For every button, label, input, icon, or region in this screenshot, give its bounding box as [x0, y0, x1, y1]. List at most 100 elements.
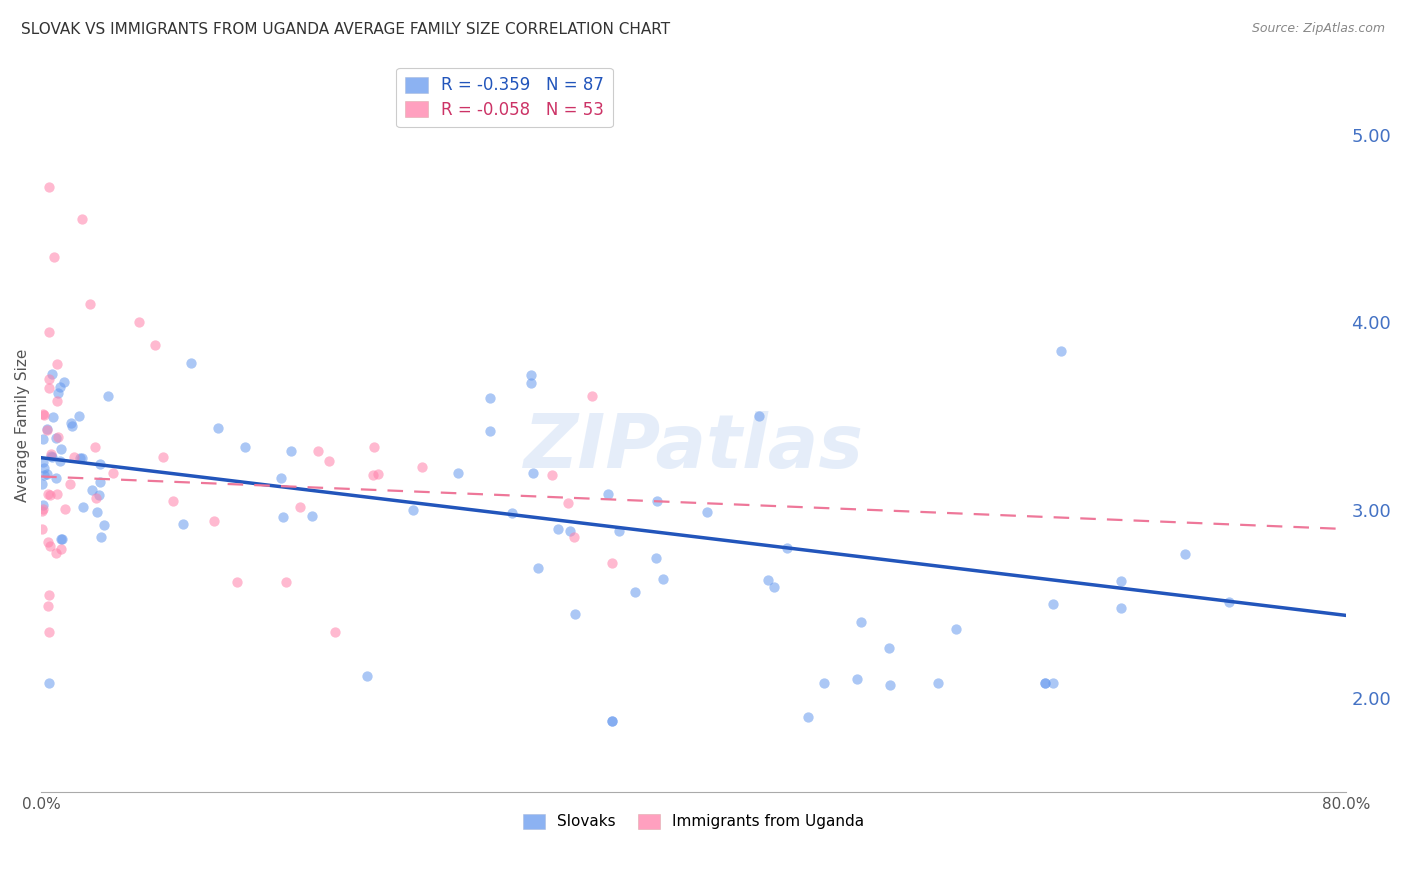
- Point: [31, 522, 53, 536]
- Point: [32, 501, 55, 516]
- Point: [46, 357, 69, 371]
- Point: [270, 471, 292, 485]
- Point: [879, 678, 901, 692]
- Text: Source: ZipAtlas.com: Source: ZipAtlas.com: [1251, 22, 1385, 36]
- Point: [367, 467, 389, 481]
- Point: [46, 430, 69, 444]
- Point: [38, 325, 60, 339]
- Point: [60, 416, 83, 430]
- Point: [53, 501, 76, 516]
- Point: [527, 561, 550, 575]
- Point: [845, 673, 868, 687]
- Point: [877, 641, 900, 656]
- Point: [46, 394, 69, 409]
- Point: [696, 505, 718, 519]
- Point: [927, 676, 949, 690]
- Point: [143, 338, 166, 352]
- Point: [69, 450, 91, 465]
- Point: [97, 389, 120, 403]
- Point: [84, 440, 107, 454]
- Point: [280, 444, 302, 458]
- Point: [600, 714, 623, 728]
- Point: [38, 381, 60, 395]
- Point: [152, 450, 174, 464]
- Point: [1218, 595, 1240, 609]
- Point: [797, 710, 820, 724]
- Point: [31, 498, 53, 512]
- Point: [363, 440, 385, 454]
- Point: [79, 296, 101, 310]
- Point: [1174, 547, 1197, 561]
- Point: [31, 455, 53, 469]
- Point: [1042, 597, 1064, 611]
- Point: [402, 502, 425, 516]
- Point: [301, 508, 323, 523]
- Point: [557, 496, 579, 510]
- Point: [41, 450, 63, 464]
- Point: [38, 588, 60, 602]
- Point: [86, 505, 108, 519]
- Text: ZIPatlas: ZIPatlas: [524, 411, 863, 484]
- Point: [90, 530, 112, 544]
- Point: [31, 477, 53, 491]
- Point: [38, 676, 60, 690]
- Point: [62, 450, 84, 465]
- Point: [41, 367, 63, 381]
- Point: [49, 453, 72, 467]
- Point: [645, 493, 668, 508]
- Point: [59, 476, 82, 491]
- Point: [87, 488, 110, 502]
- Point: [45, 471, 67, 485]
- Point: [162, 493, 184, 508]
- Point: [62, 419, 84, 434]
- Point: [501, 506, 523, 520]
- Point: [72, 500, 94, 514]
- Point: [600, 714, 623, 728]
- Point: [598, 487, 620, 501]
- Point: [32, 461, 55, 475]
- Point: [290, 500, 312, 514]
- Point: [37, 487, 59, 501]
- Point: [564, 607, 586, 621]
- Point: [45, 546, 67, 560]
- Point: [46, 386, 69, 401]
- Point: [644, 551, 666, 566]
- Point: [180, 356, 202, 370]
- Point: [42, 409, 65, 424]
- Point: [600, 556, 623, 570]
- Point: [762, 580, 785, 594]
- Point: [519, 368, 541, 382]
- Point: [93, 518, 115, 533]
- Point: [172, 517, 194, 532]
- Point: [44, 250, 66, 264]
- Point: [235, 440, 257, 454]
- Point: [756, 573, 779, 587]
- Point: [1033, 676, 1056, 690]
- Point: [67, 409, 90, 423]
- Point: [323, 625, 346, 640]
- Point: [39, 487, 62, 501]
- Point: [558, 524, 581, 539]
- Point: [49, 532, 72, 546]
- Point: [541, 467, 564, 482]
- Point: [86, 491, 108, 506]
- Point: [1109, 601, 1132, 615]
- Point: [49, 542, 72, 557]
- Point: [38, 180, 60, 194]
- Point: [35, 423, 58, 437]
- Point: [447, 466, 470, 480]
- Point: [70, 212, 93, 227]
- Point: [128, 316, 150, 330]
- Point: [547, 522, 569, 536]
- Point: [41, 447, 63, 461]
- Point: [609, 524, 631, 538]
- Point: [31, 407, 53, 421]
- Point: [361, 468, 384, 483]
- Point: [53, 375, 76, 389]
- Point: [307, 443, 329, 458]
- Point: [651, 572, 673, 586]
- Point: [1109, 574, 1132, 589]
- Point: [624, 585, 647, 599]
- Point: [411, 459, 433, 474]
- Point: [202, 514, 225, 528]
